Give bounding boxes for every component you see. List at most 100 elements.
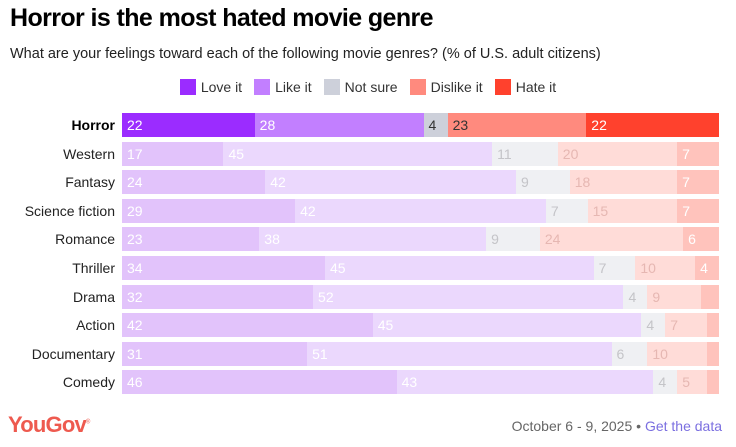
bar-segment-like: 42 xyxy=(295,198,546,223)
chart-subtitle: What are your feelings toward each of th… xyxy=(10,46,601,62)
bar-segment-like: 52 xyxy=(313,284,624,309)
bar-segment-like: 38 xyxy=(259,227,487,252)
legend-item-hate: Hate it xyxy=(494,79,557,95)
data-label: 42 xyxy=(127,317,143,334)
data-label: 4 xyxy=(628,288,637,305)
bar-segment-not-sure: 6 xyxy=(611,341,648,366)
legend-swatch-not-sure xyxy=(323,79,340,95)
data-label: 10 xyxy=(652,345,668,362)
data-label: 45 xyxy=(228,145,245,162)
stacked-bar: 24 42 9 18 7 xyxy=(122,170,719,195)
stacked-bar: 23 38 9 24 6 xyxy=(122,227,719,252)
bar-segment-not-sure: 11 xyxy=(492,141,558,166)
bar-segment-like: 28 xyxy=(254,113,424,137)
bar-segment-hate: 7 xyxy=(677,198,719,223)
data-label: 15 xyxy=(592,202,609,219)
data-label: 7 xyxy=(682,145,690,162)
bar-segment-love: 46 xyxy=(122,370,397,395)
bar-segment-not-sure: 9 xyxy=(516,170,570,195)
separator-dot: • xyxy=(636,418,642,434)
registered-mark: ® xyxy=(85,419,90,426)
stacked-bar: 17 45 11 20 7 xyxy=(122,141,719,166)
data-label: 4 xyxy=(428,117,437,133)
data-label: 31 xyxy=(127,345,143,362)
legend-item-love: Love it xyxy=(179,79,243,95)
bar-segment-dislike: 5 xyxy=(677,370,708,395)
bar-segment-hate xyxy=(707,313,719,338)
data-label: 9 xyxy=(521,174,529,191)
bar-segment-not-sure: 4 xyxy=(423,113,448,137)
bar-segment-love: 29 xyxy=(122,198,296,223)
bar-row: Action 42 45 4 7 xyxy=(0,313,736,338)
legend-swatch-love xyxy=(179,79,196,95)
bar-segment-dislike: 23 xyxy=(447,113,587,137)
bar-segment-love: 22 xyxy=(122,113,255,137)
data-label: 45 xyxy=(329,260,346,276)
bar-segment-hate xyxy=(701,284,719,309)
data-label: 4 xyxy=(658,374,667,391)
legend-label-dislike: Dislike it xyxy=(430,79,483,95)
category-label: Fantasy xyxy=(65,174,115,191)
legend-label-love: Love it xyxy=(200,79,243,95)
data-label: 7 xyxy=(682,174,690,191)
bar-segment-not-sure: 4 xyxy=(641,313,666,338)
bar-segment-dislike: 15 xyxy=(587,198,678,223)
legend-label-not-sure: Not sure xyxy=(344,79,398,95)
stacked-bar: 31 51 6 10 xyxy=(122,341,719,366)
data-label: 18 xyxy=(574,174,591,191)
legend-item-like: Like it xyxy=(254,79,312,95)
data-label: 22 xyxy=(591,117,607,133)
bar-segment-like: 42 xyxy=(265,170,516,195)
category-label: Action xyxy=(76,317,115,334)
data-label: 32 xyxy=(127,288,143,305)
category-label: Western xyxy=(63,145,115,162)
data-label: 23 xyxy=(127,231,143,248)
bar-row: Comedy 46 43 4 5 xyxy=(0,370,736,395)
data-label: 38 xyxy=(264,231,280,248)
data-label: 5 xyxy=(682,374,690,391)
data-label: 28 xyxy=(259,117,276,133)
bar-row: Fantasy 24 42 9 18 7 xyxy=(0,170,736,195)
category-label: Drama xyxy=(72,288,115,305)
bar-row: Documentary 31 51 6 10 xyxy=(0,341,736,366)
legend: Love it Like it Not sure Dislike it Hate… xyxy=(0,79,736,95)
stacked-bar: 22 28 4 23 22 xyxy=(122,113,719,137)
survey-date: October 6 - 9, 2025 xyxy=(511,418,633,434)
logo-text: YouGov xyxy=(8,412,87,437)
data-label: 17 xyxy=(127,145,143,162)
yougov-logo[interactable]: YouGov® xyxy=(8,412,90,438)
bar-segment-hate: 6 xyxy=(683,227,719,252)
category-label: Documentary xyxy=(31,345,115,362)
data-label: 4 xyxy=(646,317,655,334)
bar-segment-love: 42 xyxy=(122,313,373,338)
category-label: Science fiction xyxy=(24,202,115,219)
bar-segment-dislike: 24 xyxy=(539,227,684,252)
bar-segment-love: 32 xyxy=(122,284,314,309)
legend-swatch-hate xyxy=(494,79,511,95)
get-the-data-link[interactable]: Get the data xyxy=(644,418,722,434)
data-label: 4 xyxy=(700,260,708,276)
legend-label-hate: Hate it xyxy=(515,79,557,95)
data-label: 20 xyxy=(562,145,579,162)
bar-segment-like: 45 xyxy=(324,256,594,280)
data-label: 22 xyxy=(127,117,143,133)
legend-item-dislike: Dislike it xyxy=(409,79,483,95)
bar-row: Science fiction 29 42 7 15 7 xyxy=(0,198,736,223)
data-label: 24 xyxy=(544,231,561,248)
bar-row: Thriller 34 45 7 10 4 xyxy=(0,256,736,280)
bar-segment-not-sure: 9 xyxy=(486,227,540,252)
bar-segment-dislike: 9 xyxy=(647,284,702,309)
footer-source: October 6 - 9, 2025 • Get the data xyxy=(512,418,722,434)
data-label: 6 xyxy=(616,345,625,362)
legend-item-not-sure: Not sure xyxy=(323,79,398,95)
bar-segment-like: 45 xyxy=(223,141,493,166)
data-label: 9 xyxy=(652,288,661,305)
data-label: 42 xyxy=(300,202,316,219)
bar-segment-hate xyxy=(707,341,719,366)
bar-segment-not-sure: 7 xyxy=(593,256,636,280)
stacked-bar: 46 43 4 5 xyxy=(122,370,719,395)
bar-segment-love: 24 xyxy=(122,170,266,195)
chart-title: Horror is the most hated movie genre xyxy=(10,4,434,32)
data-label: 29 xyxy=(127,202,143,219)
bar-segment-love: 17 xyxy=(122,141,224,166)
